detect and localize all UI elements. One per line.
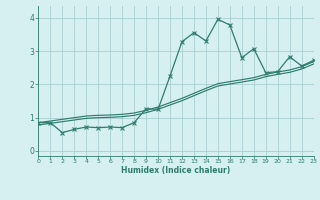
X-axis label: Humidex (Indice chaleur): Humidex (Indice chaleur) [121, 166, 231, 175]
